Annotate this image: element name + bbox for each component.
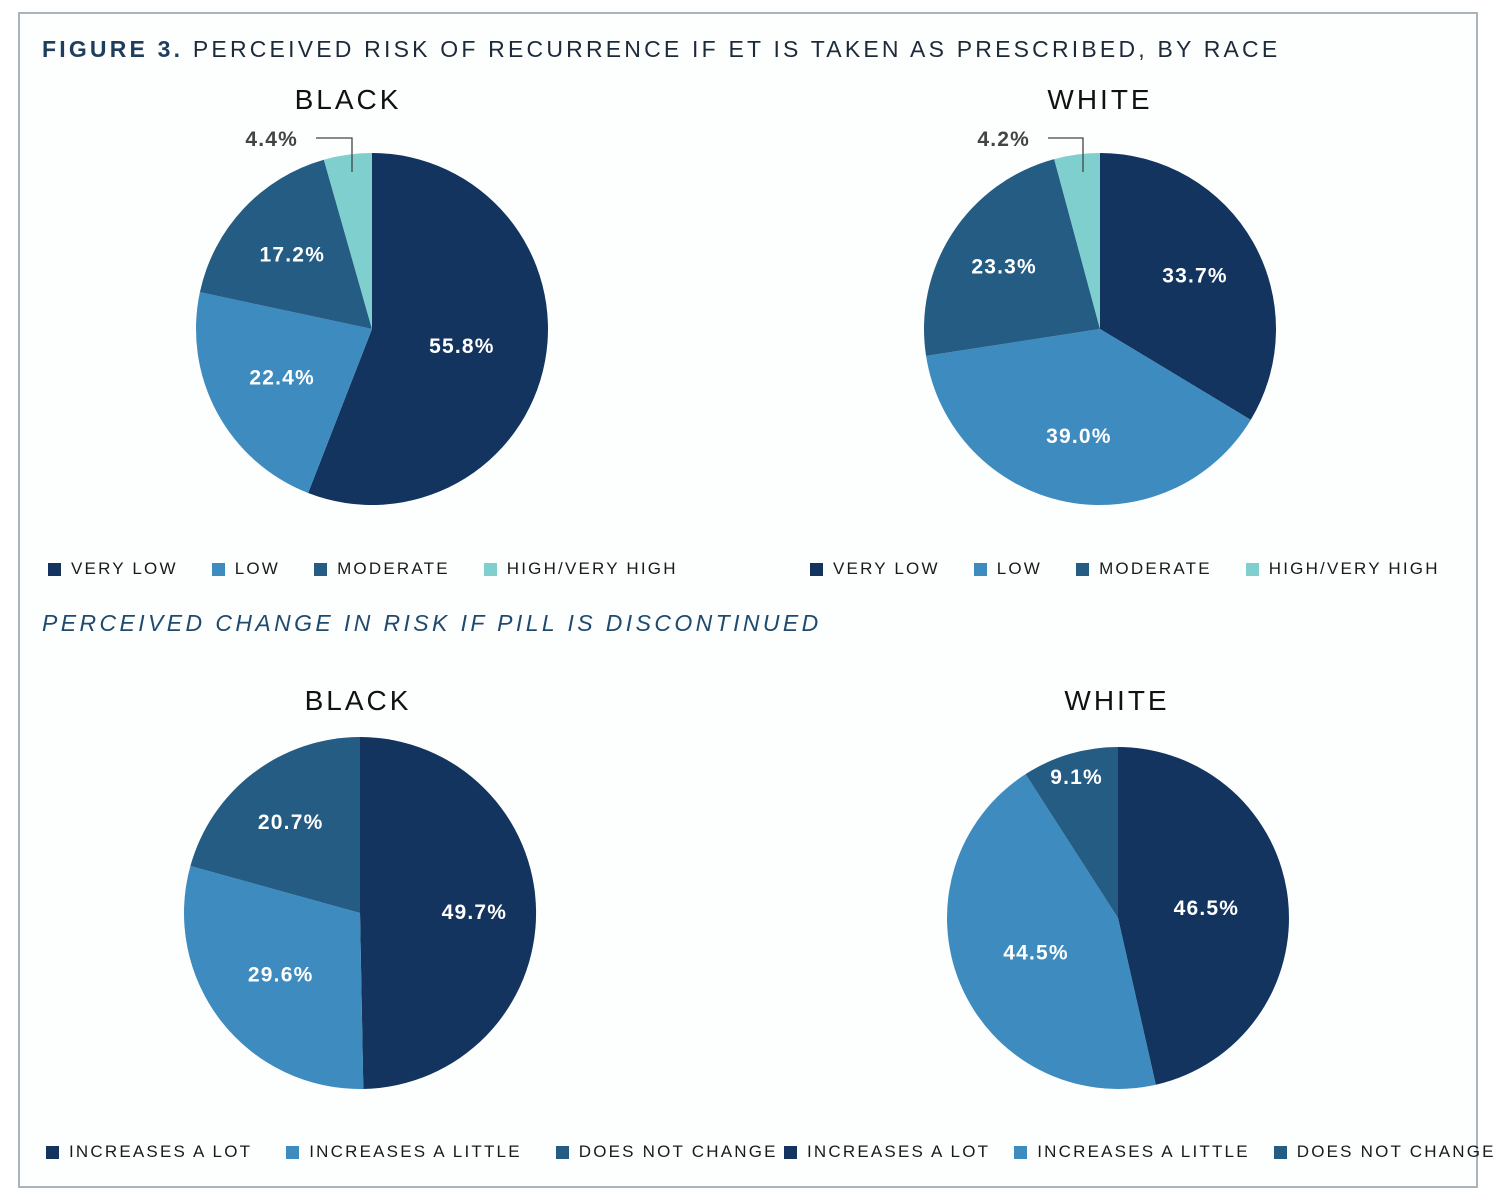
legend-item: VERY LOW bbox=[810, 559, 940, 579]
legend-change-black: INCREASES A LOT INCREASES A LITTLE DOES NO… bbox=[46, 1142, 812, 1162]
legend-label: HIGH/VERY HIGH bbox=[506, 559, 678, 578]
legend-item: HIGH/VERY HIGH bbox=[1245, 559, 1440, 579]
pie-slice-very-low bbox=[308, 153, 548, 505]
pie-data-label: 17.2% bbox=[260, 243, 326, 266]
pie-slice-moderate bbox=[199, 159, 372, 329]
pie-slice-increases-a-lot bbox=[360, 737, 537, 1089]
legend-swatch bbox=[810, 562, 823, 576]
pie-slice-increases-a-lot bbox=[1118, 747, 1289, 1085]
legend-item: MODERATE bbox=[1076, 559, 1212, 579]
legend-item: INCREASES A LOT bbox=[46, 1142, 252, 1162]
legend-swatch bbox=[483, 562, 497, 576]
legend-swatch bbox=[973, 562, 987, 576]
pie-slice-high-very-high bbox=[1054, 153, 1100, 329]
figure-title: FIGURE 3. PERCEIVED RISK OF RECURRENCE I… bbox=[42, 36, 1280, 63]
legend-item: INCREASES A LITTLE bbox=[1014, 1142, 1250, 1162]
legend-label: INCREASES A LITTLE bbox=[1037, 1142, 1250, 1161]
legend-swatch bbox=[314, 562, 328, 576]
pie-slice-low bbox=[926, 329, 1251, 506]
figure-title-text: PERCEIVED RISK OF RECURRENCE IF ET IS TA… bbox=[192, 36, 1281, 62]
legend-item: LOW bbox=[973, 559, 1043, 579]
pie-slice-low bbox=[195, 292, 372, 493]
chart-title-risk-black: BLACK bbox=[294, 84, 402, 115]
legend-label: INCREASES A LOT bbox=[69, 1142, 253, 1161]
legend-label: MODERATE bbox=[1099, 559, 1212, 578]
pie-data-label: 4.4% bbox=[245, 128, 298, 151]
figure-label: FIGURE 3. bbox=[42, 36, 184, 62]
pie-chart-change-white: 46.5% 44.5% 9.1% bbox=[947, 747, 1289, 1089]
legend-label: LOW bbox=[996, 559, 1043, 578]
pie-slice-does-not-change bbox=[190, 737, 360, 913]
legend-swatch bbox=[48, 562, 61, 576]
legend-label: VERY LOW bbox=[71, 559, 178, 578]
pie-data-label: 29.6% bbox=[248, 964, 314, 987]
pie-data-label: 49.7% bbox=[442, 901, 508, 924]
pie-chart-risk-white: 33.7% 39.0% 23.3% 4.2% bbox=[923, 128, 1277, 506]
legend-swatch bbox=[46, 1145, 59, 1159]
pie-data-label: 55.8% bbox=[429, 335, 495, 358]
pie-slice-does-not-change bbox=[1025, 747, 1118, 918]
chart-title-risk-white: WHITE bbox=[1047, 84, 1153, 115]
legend-risk-black: VERY LOW LOW MODERATE HIGH/VERY HIGH bbox=[48, 559, 712, 579]
pie-chart-risk-black: 55.8% 22.4% 17.2% 4.4% bbox=[195, 128, 548, 505]
legend-item: DOES NOT CHANGE bbox=[555, 1142, 778, 1162]
legend-label: INCREASES A LITTLE bbox=[309, 1142, 522, 1161]
callout-leader-line bbox=[1048, 137, 1084, 172]
legend-label: INCREASES A LOT bbox=[807, 1142, 991, 1161]
legend-item: VERY LOW bbox=[48, 559, 178, 579]
legend-swatch bbox=[555, 1145, 569, 1159]
pie-data-label: 20.7% bbox=[258, 811, 324, 834]
pie-data-label: 46.5% bbox=[1174, 897, 1240, 920]
legend-swatch bbox=[211, 562, 225, 576]
legend-change-white: INCREASES A LOT INCREASES A LITTLE DOES NO… bbox=[784, 1142, 1502, 1162]
pie-data-label: 23.3% bbox=[971, 256, 1037, 279]
pie-data-label: 22.4% bbox=[249, 366, 315, 389]
pie-slice-very-low bbox=[1100, 153, 1277, 420]
legend-swatch bbox=[1245, 562, 1259, 576]
legend-label: DOES NOT CHANGE bbox=[578, 1142, 778, 1161]
legend-swatch bbox=[784, 1145, 797, 1159]
pie-data-label: 4.2% bbox=[977, 128, 1030, 151]
pie-slice-increases-a-little bbox=[947, 774, 1156, 1089]
pie-slice-high-very-high bbox=[323, 153, 372, 329]
pie-data-label: 44.5% bbox=[1003, 941, 1069, 964]
pie-data-label: 9.1% bbox=[1050, 766, 1103, 789]
legend-label: LOW bbox=[234, 559, 281, 578]
legend-swatch bbox=[1076, 562, 1090, 576]
legend-label: MODERATE bbox=[337, 559, 450, 578]
legend-swatch bbox=[1014, 1145, 1028, 1159]
legend-risk-white: VERY LOW LOW MODERATE HIGH/VERY HIGH bbox=[810, 559, 1474, 579]
legend-swatch bbox=[1273, 1145, 1287, 1159]
pie-data-label: 39.0% bbox=[1046, 425, 1112, 448]
legend-item: DOES NOT CHANGE bbox=[1273, 1142, 1496, 1162]
legend-label: DOES NOT CHANGE bbox=[1296, 1142, 1496, 1161]
legend-swatch bbox=[286, 1145, 300, 1159]
legend-item: MODERATE bbox=[314, 559, 450, 579]
pie-slice-moderate bbox=[923, 159, 1100, 356]
section-subtitle: PERCEIVED CHANGE IN RISK IF PILL IS DISC… bbox=[42, 610, 822, 636]
legend-item: INCREASES A LOT bbox=[784, 1142, 990, 1162]
legend-label: VERY LOW bbox=[833, 559, 940, 578]
pie-data-label: 33.7% bbox=[1162, 264, 1228, 287]
legend-label: HIGH/VERY HIGH bbox=[1268, 559, 1440, 578]
legend-item: HIGH/VERY HIGH bbox=[483, 559, 678, 579]
chart-title-change-black: BLACK bbox=[304, 685, 412, 716]
pie-chart-change-black: 49.7% 29.6% 20.7% bbox=[183, 737, 537, 1090]
pie-slice-increases-a-little bbox=[183, 866, 364, 1090]
legend-item: LOW bbox=[211, 559, 281, 579]
chart-title-change-white: WHITE bbox=[1064, 685, 1170, 716]
legend-item: INCREASES A LITTLE bbox=[286, 1142, 522, 1162]
callout-leader-line bbox=[316, 137, 353, 172]
